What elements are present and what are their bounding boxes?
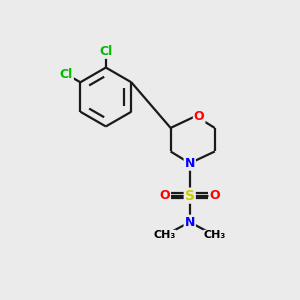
Text: O: O: [159, 189, 170, 202]
Text: O: O: [209, 189, 220, 202]
Text: O: O: [194, 110, 205, 123]
Text: N: N: [184, 157, 195, 170]
Text: Cl: Cl: [60, 68, 73, 81]
Text: CH₃: CH₃: [204, 230, 226, 240]
Text: Cl: Cl: [99, 45, 112, 58]
Text: S: S: [185, 189, 195, 202]
Text: CH₃: CH₃: [154, 230, 176, 240]
Text: N: N: [184, 216, 195, 229]
